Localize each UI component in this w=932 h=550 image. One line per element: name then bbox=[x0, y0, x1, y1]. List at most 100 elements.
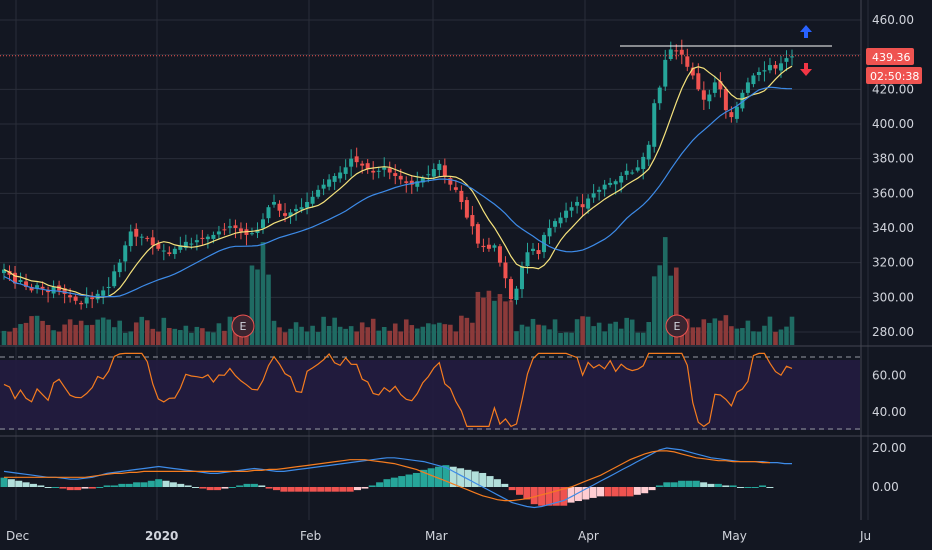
candle-body[interactable] bbox=[701, 90, 706, 100]
candle-body[interactable] bbox=[117, 262, 122, 273]
candle-body[interactable] bbox=[442, 165, 447, 176]
candle-body[interactable] bbox=[492, 245, 497, 248]
candle-body[interactable] bbox=[729, 112, 734, 118]
candle-body[interactable] bbox=[503, 262, 508, 279]
candle-body[interactable] bbox=[696, 73, 701, 90]
candle-body[interactable] bbox=[161, 250, 166, 252]
candle-body[interactable] bbox=[756, 72, 761, 76]
candle-body[interactable] bbox=[481, 245, 486, 248]
candle-body[interactable] bbox=[128, 231, 133, 247]
candle-body[interactable] bbox=[464, 200, 469, 218]
candle-body[interactable] bbox=[420, 177, 425, 183]
rsi-axis[interactable]: 60.00 40.00 bbox=[872, 368, 906, 419]
candle-body[interactable] bbox=[602, 184, 607, 190]
candle-body[interactable] bbox=[249, 233, 254, 235]
candle-body[interactable] bbox=[211, 234, 216, 239]
candle-body[interactable] bbox=[475, 224, 480, 244]
candle-body[interactable] bbox=[139, 236, 144, 238]
candle-body[interactable] bbox=[167, 252, 172, 254]
earnings-marker[interactable]: E bbox=[665, 314, 689, 338]
up-arrow-icon[interactable] bbox=[800, 25, 812, 38]
candle-body[interactable] bbox=[310, 196, 315, 204]
candle-body[interactable] bbox=[134, 228, 139, 237]
candle-body[interactable] bbox=[558, 217, 563, 224]
candle-body[interactable] bbox=[751, 75, 756, 85]
candle-body[interactable] bbox=[365, 163, 370, 170]
candle-body[interactable] bbox=[409, 180, 414, 185]
candle-body[interactable] bbox=[156, 243, 161, 249]
candle-body[interactable] bbox=[674, 50, 679, 52]
candle-body[interactable] bbox=[376, 170, 381, 172]
candle-body[interactable] bbox=[316, 189, 321, 197]
candle-body[interactable] bbox=[288, 212, 293, 217]
candle-body[interactable] bbox=[646, 144, 651, 160]
candle-body[interactable] bbox=[24, 281, 29, 287]
macd-axis[interactable]: 20.00 0.00 bbox=[872, 441, 906, 494]
candle-body[interactable] bbox=[762, 70, 767, 72]
earnings-marker[interactable]: E bbox=[231, 314, 255, 338]
candle-body[interactable] bbox=[145, 237, 150, 239]
candle-body[interactable] bbox=[321, 184, 326, 189]
candle-body[interactable] bbox=[266, 207, 271, 219]
candle-body[interactable] bbox=[294, 208, 299, 212]
candle-body[interactable] bbox=[668, 49, 673, 60]
candle-body[interactable] bbox=[227, 226, 232, 228]
candle-body[interactable] bbox=[553, 221, 558, 227]
candle-body[interactable] bbox=[277, 203, 282, 211]
candle-body[interactable] bbox=[205, 236, 210, 240]
candle-body[interactable] bbox=[778, 63, 783, 71]
candle-body[interactable] bbox=[685, 56, 690, 67]
candle-body[interactable] bbox=[112, 271, 117, 287]
candle-body[interactable] bbox=[641, 156, 646, 169]
candle-body[interactable] bbox=[216, 231, 221, 235]
candle-body[interactable] bbox=[740, 92, 745, 109]
candle-body[interactable] bbox=[453, 187, 458, 190]
candle-body[interactable] bbox=[415, 181, 420, 187]
candle-body[interactable] bbox=[29, 286, 34, 291]
candle-body[interactable] bbox=[260, 219, 265, 229]
down-arrow-icon[interactable] bbox=[800, 63, 812, 76]
candle-body[interactable] bbox=[343, 167, 348, 174]
candle-body[interactable] bbox=[630, 172, 635, 174]
candle-body[interactable] bbox=[679, 49, 684, 55]
candle-body[interactable] bbox=[690, 67, 695, 76]
candle-body[interactable] bbox=[79, 302, 84, 305]
candle-body[interactable] bbox=[332, 176, 337, 182]
candle-body[interactable] bbox=[597, 189, 602, 192]
candle-body[interactable] bbox=[382, 167, 387, 170]
candle-body[interactable] bbox=[398, 175, 403, 180]
candle-body[interactable] bbox=[431, 169, 436, 177]
candle-body[interactable] bbox=[591, 193, 596, 198]
candle-body[interactable] bbox=[586, 198, 591, 209]
candle-body[interactable] bbox=[123, 245, 128, 262]
candle-body[interactable] bbox=[773, 64, 778, 69]
candle-body[interactable] bbox=[575, 202, 580, 206]
candle-body[interactable] bbox=[255, 229, 260, 233]
candle-body[interactable] bbox=[514, 288, 519, 300]
candle-body[interactable] bbox=[106, 286, 111, 288]
candle-body[interactable] bbox=[62, 288, 67, 294]
candle-body[interactable] bbox=[707, 94, 712, 102]
candle-body[interactable] bbox=[525, 252, 530, 267]
candle-body[interactable] bbox=[68, 295, 73, 298]
time-axis[interactable]: Dec 2020 Feb Mar Apr May Ju bbox=[6, 529, 871, 543]
candle-body[interactable] bbox=[183, 241, 188, 248]
candle-body[interactable] bbox=[624, 170, 629, 175]
candle-body[interactable] bbox=[459, 190, 464, 202]
candle-body[interactable] bbox=[189, 243, 194, 245]
candle-body[interactable] bbox=[564, 210, 569, 218]
candle-body[interactable] bbox=[200, 237, 205, 239]
candle-body[interactable] bbox=[327, 179, 332, 187]
candle-body[interactable] bbox=[233, 225, 238, 228]
candle-body[interactable] bbox=[613, 181, 618, 185]
candle-body[interactable] bbox=[569, 207, 574, 211]
candle-body[interactable] bbox=[580, 204, 585, 208]
candle-body[interactable] bbox=[393, 173, 398, 176]
candle-body[interactable] bbox=[790, 56, 794, 58]
candle-body[interactable] bbox=[718, 81, 723, 90]
candle-body[interactable] bbox=[101, 290, 106, 296]
candle-body[interactable] bbox=[712, 82, 717, 93]
candle-body[interactable] bbox=[35, 285, 40, 288]
candle-body[interactable] bbox=[150, 237, 155, 246]
